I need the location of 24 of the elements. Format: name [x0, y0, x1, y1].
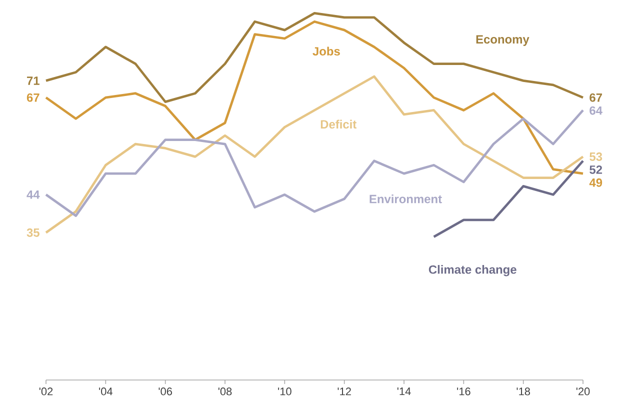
x-tick-label: '06: [158, 388, 172, 396]
data-label: 71: [27, 76, 40, 85]
data-label: 49: [589, 178, 602, 187]
data-label: 53: [590, 152, 602, 161]
series-label: Deficit: [320, 120, 356, 129]
x-tick-label: '02: [39, 388, 53, 396]
x-tick-label: '18: [516, 388, 530, 396]
x-tick-label: '16: [457, 388, 470, 396]
x-tick-label: '04: [99, 388, 112, 396]
x-tick-label: '14: [397, 388, 411, 396]
x-tick-label: '12: [338, 388, 351, 396]
text: Climate change: [428, 265, 516, 276]
data-label: 64: [590, 106, 602, 115]
series-label: Jobs: [312, 46, 340, 56]
data-label: 67: [26, 93, 40, 102]
x-tick-label: '20: [576, 388, 590, 396]
data-label: 52: [590, 165, 602, 174]
x-tick-label: '10: [278, 388, 292, 396]
x-tick-label: '08: [218, 388, 232, 396]
data-label: 67: [590, 93, 602, 102]
series-label: Environment: [370, 194, 442, 204]
series-label: Economy: [476, 35, 530, 46]
data-label: 44: [26, 190, 40, 199]
data-label: 35: [26, 228, 40, 237]
